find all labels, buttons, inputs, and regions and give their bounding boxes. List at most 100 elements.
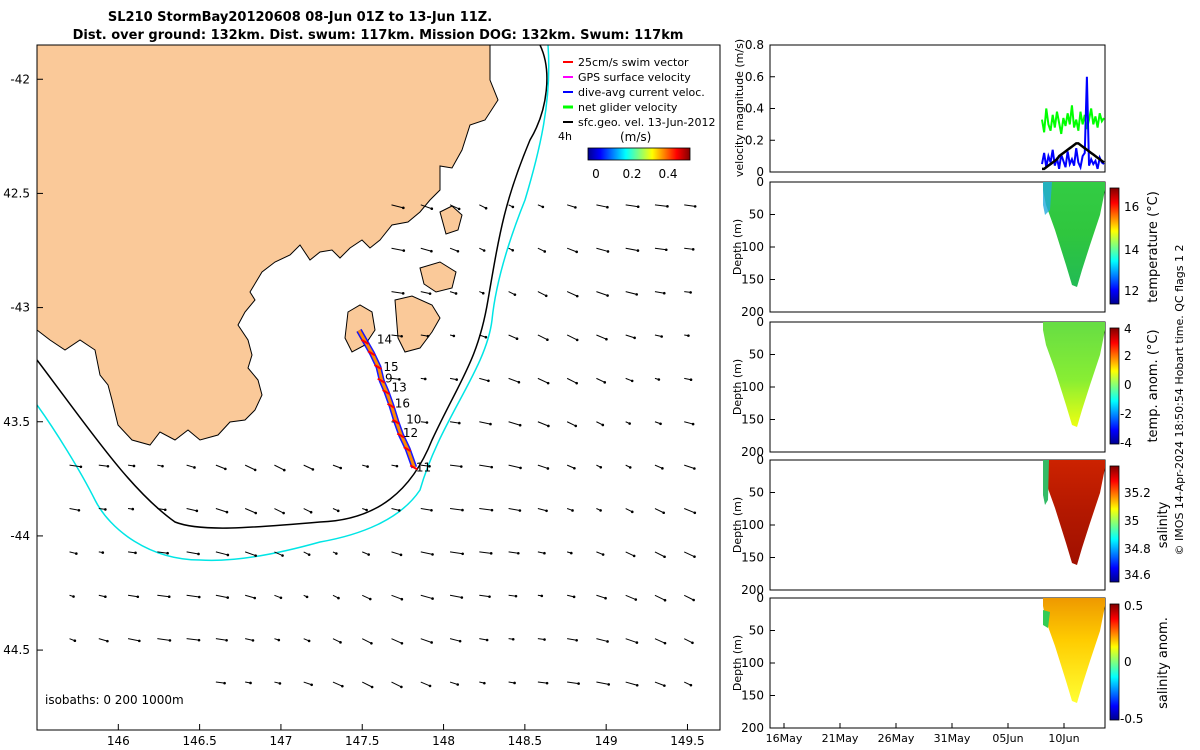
- velocity-arrow: [508, 508, 520, 512]
- velocity-arrow-head: [513, 681, 516, 685]
- velocity-arrow-head: [660, 335, 663, 338]
- ta-cb-4: 4: [1124, 322, 1132, 336]
- velocity-arrow-head: [569, 551, 573, 555]
- velocity-arrow: [157, 551, 168, 554]
- depth-tick-label: 150: [741, 413, 764, 427]
- velocity-arrow-head: [599, 465, 603, 469]
- velocity-arrow: [596, 247, 609, 252]
- velocity-arrow-head: [395, 464, 399, 468]
- depth-tick-label: 100: [741, 240, 764, 254]
- velocity-arrow-head: [366, 465, 369, 468]
- velocity-arrow-head: [691, 248, 695, 251]
- velocity-arrow: [479, 508, 493, 511]
- velocity-arrow: [449, 551, 463, 555]
- velocity-arrow: [186, 594, 200, 598]
- velocity-arrow-head: [543, 551, 546, 555]
- velocity-arrow-head: [490, 465, 494, 469]
- velocity-arrow-head: [307, 553, 311, 556]
- velocity-arrow-head: [666, 205, 669, 208]
- depth-tick-label: 0: [756, 315, 764, 329]
- map-x-tick-label: 147: [269, 734, 292, 748]
- velocity-arrow: [69, 464, 81, 468]
- velocity-arrow: [654, 291, 665, 294]
- velocity-arrow-head: [689, 378, 693, 382]
- day-label: 13: [392, 381, 407, 395]
- velocity-arrow-head: [458, 639, 462, 643]
- velocity-arrow-head: [687, 334, 690, 337]
- velocity-arrow: [479, 594, 490, 598]
- velocity-arrow: [332, 638, 341, 643]
- velocity-arrow-head: [657, 378, 661, 381]
- velocity-arrow-head: [663, 641, 667, 645]
- velocity-arrow-head: [337, 596, 340, 600]
- velocity-arrow: [684, 204, 696, 207]
- velocity-arrow: [449, 638, 461, 642]
- velocity-line: [1042, 142, 1105, 171]
- time-tick-label: 31May: [934, 732, 971, 745]
- velocity-arrow: [215, 464, 226, 470]
- map-x-tick-label: 146: [107, 734, 130, 748]
- velocity-arrow-head: [606, 250, 610, 253]
- velocity-arrow-head: [547, 424, 550, 428]
- velocity-arrow: [567, 638, 577, 641]
- velocity-arrow-head: [197, 552, 200, 556]
- velocity-y-tick-label: 0.4: [745, 102, 764, 116]
- velocity-arrow-head: [599, 509, 602, 512]
- ta-cb-m2: -2: [1120, 407, 1132, 421]
- velocity-arrow-head: [401, 292, 405, 295]
- velocity-arrow-head: [635, 293, 638, 296]
- velocity-arrow-head: [692, 598, 695, 602]
- velocity-arrow-head: [400, 597, 404, 601]
- velocity-arrow: [479, 638, 488, 641]
- velocity-arrow-head: [630, 379, 634, 383]
- velocity-arrow-head: [195, 509, 199, 513]
- velocity-frame: [769, 44, 1106, 173]
- isobath-1000m: [37, 45, 550, 562]
- velocity-arrow-head: [402, 206, 405, 210]
- velocity-y-tick-label: 0.2: [745, 133, 764, 147]
- map-y-tick-label: -42: [10, 72, 30, 86]
- velocity-arrow-head: [104, 508, 107, 511]
- velocity-arrow-head: [693, 511, 697, 515]
- legend-geo: sfc.geo. vel. 13-Jun-2012: [578, 116, 715, 129]
- depth-tick-label: 150: [741, 689, 764, 703]
- velocity-arrow: [654, 464, 663, 469]
- velocity-arrow-head: [339, 466, 343, 470]
- velocity-arrow: [332, 464, 341, 469]
- time-tick-label: 21May: [822, 732, 859, 745]
- map-x-tick-label: 148: [432, 734, 455, 748]
- velocity-arrow-head: [693, 555, 696, 558]
- temperature-panel: 16 14 12 temperature (°C) Depth (m) 0 50 1…: [731, 175, 1161, 319]
- depth-tick-label: 200: [741, 305, 764, 319]
- velocity-arrow-head: [168, 639, 172, 642]
- forestier-island: [419, 261, 457, 293]
- velocity-arrow: [596, 681, 609, 685]
- velocity-arrow: [215, 551, 228, 556]
- velocity-arrow-head: [606, 294, 609, 297]
- velocity-arrow: [596, 291, 608, 296]
- velocity-arrow: [244, 551, 256, 557]
- velocity-arrow-head: [544, 294, 548, 298]
- temp-cb-16: 16: [1124, 200, 1139, 214]
- velocity-arrow-head: [402, 249, 406, 252]
- velocity-arrow-head: [603, 381, 607, 384]
- temperature-ylabel: Depth (m): [731, 219, 744, 275]
- velocity-arrow-head: [459, 465, 463, 468]
- swim-vector: [382, 389, 391, 395]
- temp-cb-12: 12: [1124, 284, 1139, 298]
- velocity-arrow: [654, 551, 665, 558]
- depth-tick-label: 50: [749, 486, 764, 500]
- temperature-colorbar: [1109, 187, 1120, 305]
- salinity-anomaly-depth-ticks: 0 50 100 150 200: [741, 591, 775, 735]
- velocity-arrow-head: [633, 336, 636, 340]
- velocity-arrow-head: [399, 553, 403, 557]
- ta-cb-2: 2: [1124, 349, 1132, 363]
- velocity-arrow: [508, 464, 521, 469]
- speed-label: 4h: [558, 130, 572, 143]
- velocity-arrow-head: [368, 597, 372, 601]
- velocity-arrow: [420, 681, 431, 687]
- temp-anomaly-cb-label: temp. anom. (°C): [1146, 329, 1161, 442]
- temp-anomaly-ylabel: Depth (m): [731, 359, 744, 415]
- velocity-arrow-head: [428, 464, 431, 468]
- velocity-arrow-head: [278, 682, 282, 685]
